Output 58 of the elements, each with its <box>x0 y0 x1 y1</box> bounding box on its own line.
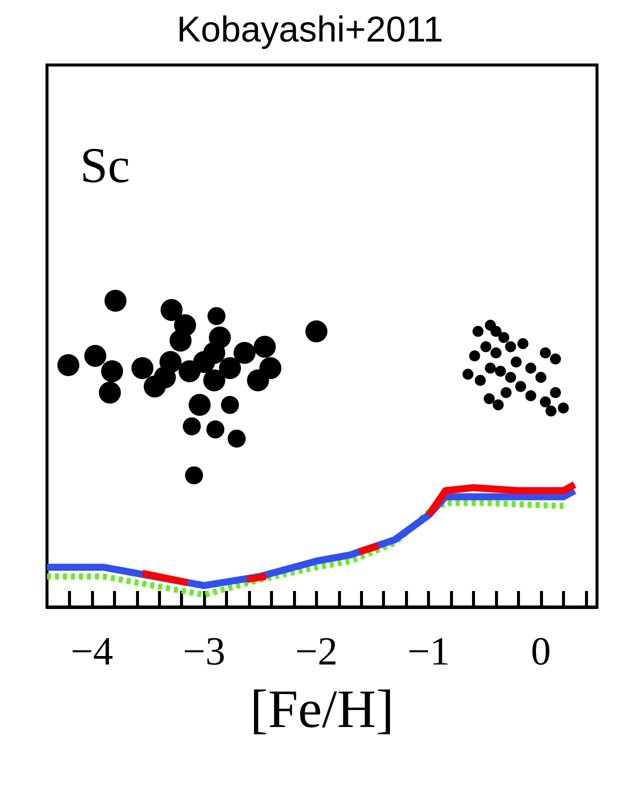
point <box>490 347 502 358</box>
point <box>160 298 183 321</box>
point <box>154 366 176 388</box>
point <box>228 430 246 448</box>
point <box>550 353 561 364</box>
point <box>525 390 536 402</box>
point <box>492 399 504 410</box>
point <box>305 320 328 342</box>
point <box>203 369 226 392</box>
point <box>498 332 510 344</box>
point <box>484 393 495 404</box>
text: Sc <box>80 137 130 193</box>
chart-title: Kobayashi+2011 <box>176 8 444 50</box>
point <box>170 330 192 352</box>
point <box>480 341 492 352</box>
point <box>505 341 516 352</box>
point <box>98 382 121 404</box>
point <box>540 347 551 358</box>
point <box>185 466 204 484</box>
point <box>101 360 124 382</box>
point <box>208 307 226 326</box>
point <box>490 326 502 337</box>
point <box>206 420 224 438</box>
point <box>469 350 480 362</box>
point <box>220 396 239 414</box>
point <box>104 290 126 312</box>
point <box>525 362 536 374</box>
point <box>510 356 522 368</box>
point <box>500 387 512 398</box>
point <box>182 417 201 436</box>
point <box>535 372 546 383</box>
x-axis-title: [Fe/H] <box>250 679 394 739</box>
point <box>540 396 551 408</box>
point <box>462 368 474 380</box>
point <box>188 394 211 416</box>
point <box>505 372 516 383</box>
point <box>494 366 506 377</box>
point <box>558 402 569 414</box>
x-tick-label: −3 <box>182 628 226 674</box>
point <box>84 344 106 367</box>
point <box>57 354 80 376</box>
x-tick-label: −1 <box>407 628 450 674</box>
point <box>550 387 561 398</box>
x-tick-label: 0 <box>530 628 551 674</box>
point <box>254 336 276 358</box>
point <box>517 338 528 350</box>
point <box>208 326 231 349</box>
point <box>131 357 154 380</box>
point <box>515 381 526 392</box>
point <box>545 406 556 417</box>
point <box>474 374 486 386</box>
point <box>472 326 484 337</box>
x-tick-label: −2 <box>295 628 338 674</box>
x-tick-label: −4 <box>70 628 114 674</box>
point <box>234 342 256 364</box>
point <box>484 362 496 374</box>
point <box>247 369 270 392</box>
point <box>218 357 241 380</box>
